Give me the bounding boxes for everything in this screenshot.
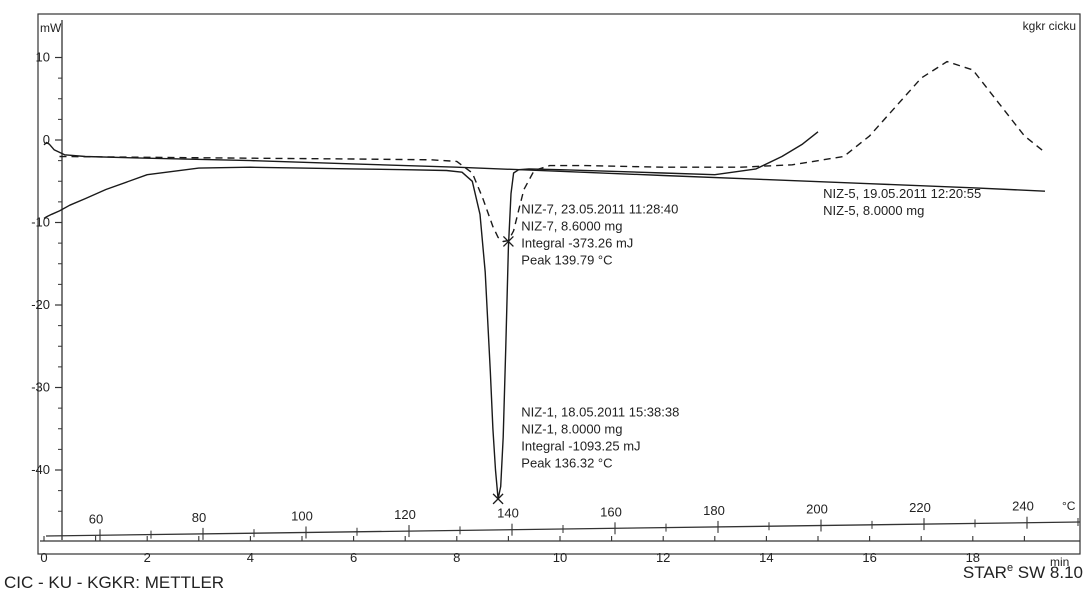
series-line-1: [43, 131, 819, 500]
annotation-line: NIZ-7, 8.6000 mg: [521, 218, 622, 233]
corner-label: kgkr cicku: [1023, 19, 1076, 33]
time-ticks: 0 2 4 6 8 10 12 14 16 18: [40, 536, 1025, 565]
series-line-2: [43, 141, 1046, 192]
peak-markers: [492, 236, 514, 505]
time-tick-label: 2: [144, 550, 151, 565]
time-tick-label: 14: [759, 550, 773, 565]
time-tick-label: 8: [453, 550, 460, 565]
y-tick-label: -20: [31, 297, 50, 312]
annotation-line: NIZ-1, 8.0000 mg: [521, 421, 622, 436]
annotation-line: Integral -1093.25 mJ: [521, 438, 640, 453]
annotation-line: Integral -373.26 mJ: [521, 235, 633, 250]
temperature-tick-label: 100: [291, 508, 313, 523]
annotation-line: NIZ-5, 19.05.2011 12:20:55: [823, 186, 981, 201]
time-unit-label: min: [1050, 555, 1069, 569]
annotation-line: NIZ-7, 23.05.2011 11:28:40: [521, 201, 678, 216]
y-tick-label: -40: [31, 462, 50, 477]
temperature-unit-label: °C: [1062, 499, 1076, 513]
series-line-3: [59, 60, 1046, 243]
y-ticks: 100-10-20-30-40: [31, 50, 62, 512]
y-unit-label: mW: [40, 21, 62, 35]
time-tick-label: 16: [862, 550, 876, 565]
annotation-line: NIZ-5, 8.0000 mg: [823, 203, 924, 218]
annotation-line: Peak 139.79 °C: [521, 252, 612, 267]
temperature-tick-label: 60: [89, 511, 103, 526]
time-tick-label: 12: [656, 550, 670, 565]
peak-marker-stroke: [492, 493, 504, 505]
annotations: NIZ-7, 23.05.2011 11:28:40 NIZ-7, 8.6000 …: [521, 186, 981, 471]
temperature-tick-label: 240: [1012, 499, 1034, 514]
y-tick-label: 0: [43, 132, 50, 147]
temperature-tick-label: 120: [394, 507, 416, 522]
annotation-line: Peak 136.32 °C: [521, 455, 612, 470]
y-tick-label: 10: [36, 50, 50, 65]
series-layer: [43, 60, 1046, 500]
temperature-ticks: 60 80 100 120 140 160 180 200 220 240: [89, 499, 1079, 542]
temperature-tick-label: 140: [497, 506, 519, 521]
temperature-tick-label: 80: [192, 510, 206, 525]
peak-marker: [492, 493, 504, 505]
time-tick-label: 4: [247, 550, 254, 565]
plot-frame: [37, 13, 1081, 555]
annotation-line: NIZ-1, 18.05.2011 15:38:38: [521, 404, 679, 419]
footer-right: STARe SW 8.10: [963, 562, 1083, 582]
time-tick-label: 0: [40, 550, 47, 565]
time-tick-label: 6: [350, 550, 357, 565]
time-tick-label: 18: [966, 550, 980, 565]
temperature-tick-label: 180: [703, 503, 725, 518]
footer-left: CIC - KU - KGKR: METTLER: [4, 573, 224, 592]
peak-marker: [502, 236, 514, 247]
temperature-tick-label: 200: [806, 502, 828, 517]
time-tick-label: 10: [553, 550, 567, 565]
y-tick-label: -30: [31, 380, 50, 395]
temperature-tick-label: 160: [600, 504, 622, 519]
peak-marker-stroke: [502, 236, 514, 247]
temperature-tick-label: 220: [909, 500, 931, 515]
